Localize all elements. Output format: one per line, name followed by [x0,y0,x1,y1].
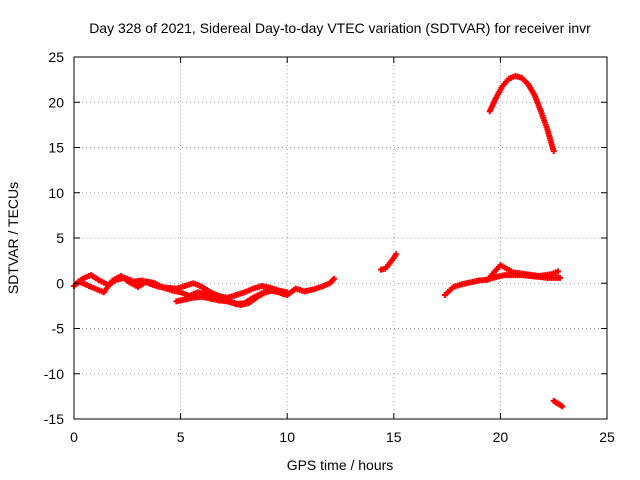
y-tick-label: 10 [48,185,64,201]
y-axis-label: SDTVAR / TECUs [5,182,21,294]
x-tick-label: 15 [386,429,402,445]
y-tick-label: 0 [56,275,64,291]
series-arc-f [484,262,561,283]
series-arc-c [173,275,338,308]
x-tick-label: 0 [70,429,78,445]
data-point [392,251,399,258]
series-arc-h [550,397,566,410]
y-tick-label: 25 [48,49,64,65]
y-tick-label: 20 [48,94,64,110]
data-point [557,274,564,281]
x-tick-label: 25 [599,429,615,445]
y-tick-label: -5 [52,321,65,337]
y-axis: -15 -10 -5 0 5 10 15 20 25 [44,49,607,427]
y-tick-label: 15 [48,140,64,156]
data-point [331,275,338,282]
series-arc-g [486,73,557,155]
series-arc-d [378,251,399,273]
grid [74,57,607,419]
data-point [559,403,566,410]
y-tick-label: -15 [44,411,64,427]
x-axis-label: GPS time / hours [287,457,394,473]
data-points [71,73,566,410]
y-tick-label: 5 [56,230,64,246]
x-tick-label: 5 [177,429,185,445]
x-axis: 0 5 10 15 20 25 [70,57,615,445]
x-tick-label: 10 [279,429,295,445]
chart-title: Day 328 of 2021, Sidereal Day-to-day VTE… [89,20,591,36]
y-tick-label: -10 [44,366,64,382]
x-tick-label: 20 [493,429,509,445]
data-point [550,148,557,155]
data-point [554,268,561,275]
